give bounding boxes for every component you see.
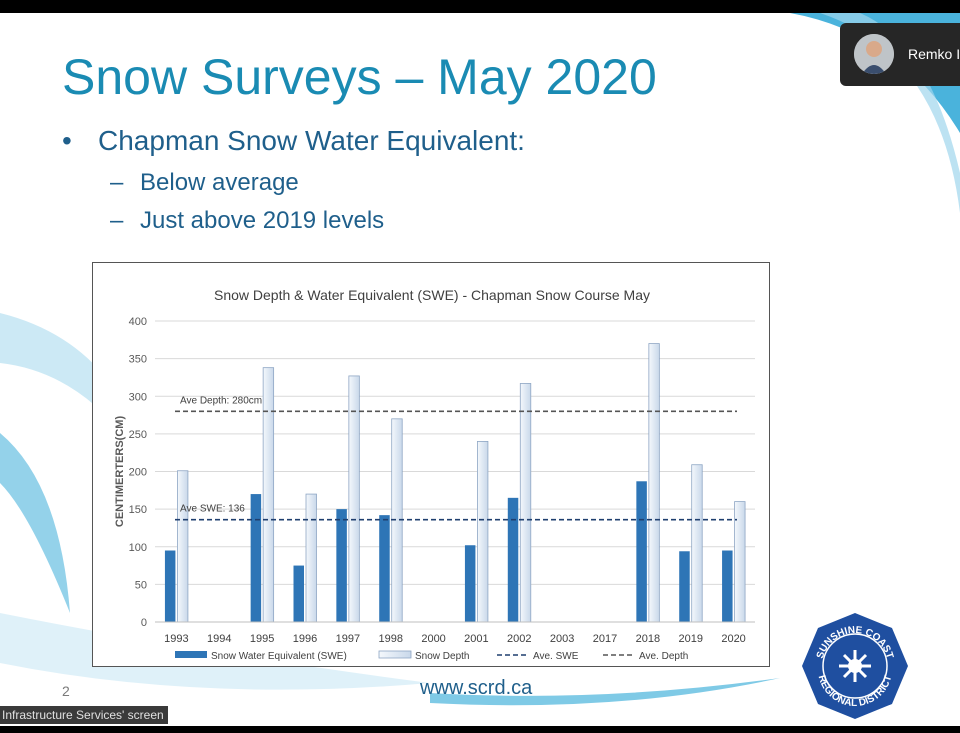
- y-tick-label: 250: [129, 429, 147, 441]
- x-tick-label: 2003: [550, 633, 574, 645]
- swe-bar: [464, 545, 476, 622]
- y-tick-label: 400: [129, 316, 147, 328]
- x-tick-label: 1995: [250, 633, 274, 645]
- x-tick-label: 1998: [378, 633, 402, 645]
- x-tick-label: 2019: [678, 633, 702, 645]
- swe-bar: [679, 551, 690, 622]
- y-tick-label: 0: [141, 617, 147, 629]
- sub-bullet-text: Below average: [140, 169, 299, 196]
- participant-video-tile[interactable]: Remko I: [840, 23, 960, 86]
- sub-bullet-marker: –: [110, 207, 124, 234]
- chart-title: Snow Depth & Water Equivalent (SWE) - Ch…: [214, 287, 650, 303]
- legend-label: Snow Water Equivalent (SWE): [211, 651, 347, 662]
- sub-bullet-item: – Below average: [110, 169, 299, 197]
- snow-depth-bar: [177, 470, 189, 623]
- legend-label: Snow Depth: [415, 651, 469, 662]
- swe-bar: [250, 494, 262, 622]
- website-link[interactable]: www.scrd.ca: [420, 677, 533, 699]
- x-tick-label: 2002: [507, 633, 531, 645]
- swe-bar: [722, 550, 733, 622]
- swe-bar: [336, 509, 347, 622]
- sub-bullet-text: Just above 2019 levels: [140, 207, 385, 234]
- bar-chart: Snow Depth & Water Equivalent (SWE) - Ch…: [114, 287, 755, 662]
- snow-depth-bar: [691, 464, 703, 623]
- chart-container: Snow Depth & Water Equivalent (SWE) - Ch…: [92, 262, 770, 667]
- x-tick-label: 2017: [593, 633, 617, 645]
- snow-depth-bar: [648, 343, 660, 623]
- snow-depth-bar: [305, 493, 317, 623]
- sub-bullet-item: – Just above 2019 levels: [110, 207, 384, 235]
- slide-title: Snow Surveys – May 2020: [62, 49, 657, 105]
- swe-bar: [636, 481, 647, 622]
- y-tick-label: 200: [129, 467, 147, 479]
- x-tick-label: 2000: [421, 633, 445, 645]
- y-tick-label: 350: [129, 354, 147, 366]
- y-tick-label: 100: [129, 542, 147, 554]
- bullet-item: • Chapman Snow Water Equivalent:: [62, 125, 525, 157]
- swe-bar: [379, 515, 390, 622]
- x-tick-label: 2020: [721, 633, 745, 645]
- bullet-text: Chapman Snow Water Equivalent:: [98, 125, 525, 156]
- screen-share-caption: Infrastructure Services' screen: [0, 706, 168, 724]
- snow-depth-bar: [262, 367, 275, 623]
- swe-bar: [164, 550, 176, 622]
- x-tick-label: 1993: [164, 633, 188, 645]
- x-tick-label: 2001: [464, 633, 488, 645]
- snow-depth-bar: [348, 375, 360, 623]
- bullet-marker: •: [62, 125, 72, 156]
- presentation-slide: Snow Surveys – May 2020 • Chapman Snow Wa…: [0, 13, 960, 726]
- x-tick-label: 1997: [336, 633, 360, 645]
- snow-depth-bar: [519, 383, 532, 623]
- legend-label: Ave. SWE: [533, 651, 579, 662]
- sub-bullet-marker: –: [110, 169, 124, 196]
- snow-depth-bar: [477, 440, 489, 623]
- swe-bar: [293, 565, 304, 622]
- y-tick-label: 300: [129, 391, 147, 403]
- reference-line-label: Ave Depth: 280cm: [180, 395, 262, 406]
- star-burst-icon: [839, 650, 871, 682]
- y-axis-label: CENTIMERTERS(CM): [114, 416, 126, 528]
- legend-swatch-swe: [175, 651, 207, 658]
- swe-bar: [507, 497, 519, 622]
- participant-name: Remko I: [908, 46, 960, 62]
- legend-swatch-depth: [378, 650, 412, 659]
- x-tick-label: 1996: [293, 633, 317, 645]
- x-tick-label: 1994: [207, 633, 231, 645]
- y-tick-label: 150: [129, 504, 147, 516]
- reference-line-label: Ave SWE: 136: [180, 504, 245, 515]
- page-number: 2: [62, 683, 70, 699]
- scrd-logo: SUNSHINE COAST REGIONAL DISTRICT: [802, 613, 908, 719]
- person-avatar-icon: [854, 34, 894, 74]
- x-tick-label: 2018: [636, 633, 660, 645]
- y-tick-label: 50: [135, 579, 147, 591]
- legend-label: Ave. Depth: [639, 651, 688, 662]
